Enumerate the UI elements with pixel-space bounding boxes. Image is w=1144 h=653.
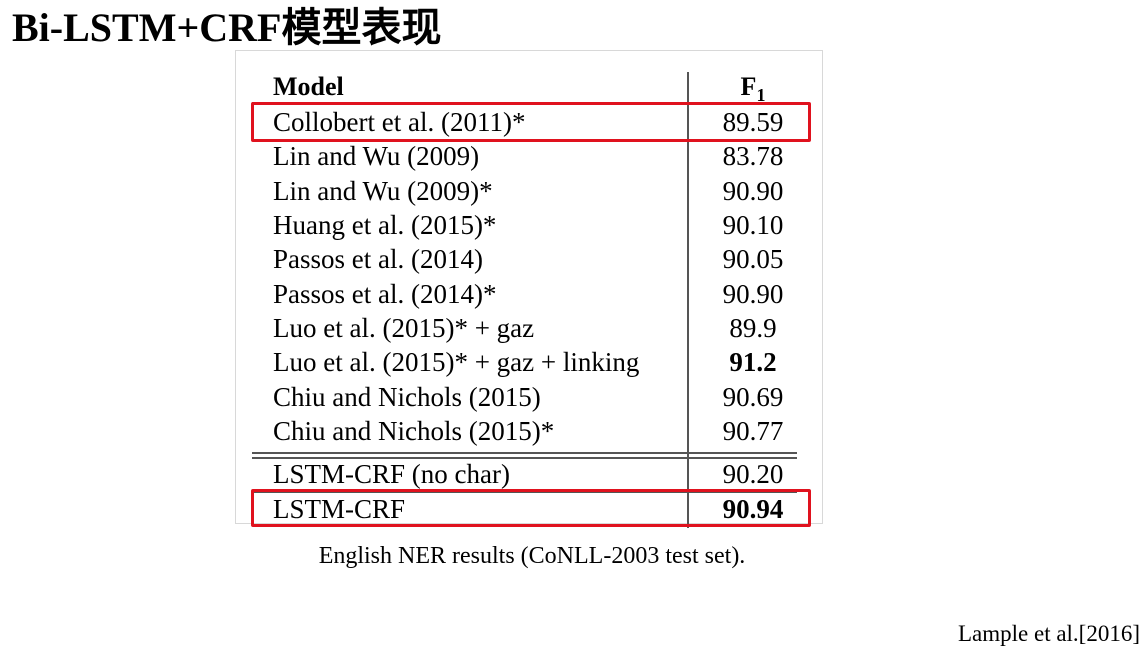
highlight-box-collobert: [251, 102, 811, 142]
row-f1: 91.2: [729, 347, 777, 377]
highlight-box-lstm-crf: [251, 489, 811, 527]
row-f1: 90.69: [722, 382, 784, 412]
row-model: Collobert et al. (2011)*: [273, 107, 526, 137]
row-f1: 90.77: [722, 416, 784, 446]
row-model: Lin and Wu (2009)*: [273, 176, 493, 206]
row-rule: [252, 492, 797, 493]
row-model: Passos et al. (2014): [273, 244, 483, 274]
row-model: Luo et al. (2015)* + gaz + linking: [273, 347, 640, 377]
table-row: Passos et al. (2014) 90.05: [273, 242, 798, 276]
table-caption: English NER results (CoNLL-2003 test set…: [318, 543, 746, 569]
row-f1: 90.20: [722, 459, 784, 489]
row-f1: 89.59: [722, 107, 784, 137]
row-model: LSTM-CRF: [273, 494, 406, 524]
row-f1: 90.10: [722, 210, 784, 240]
table-row: Luo et al. (2015)* + gaz 89.9: [273, 311, 798, 345]
header-f1-subscript: 1: [756, 85, 766, 105]
row-f1: 89.9: [729, 313, 777, 343]
row-f1: 90.90: [722, 279, 784, 309]
header-f1: F1: [703, 70, 803, 106]
table-row: Collobert et al. (2011)* 89.59: [273, 105, 798, 139]
table-row: Chiu and Nichols (2015)* 90.77: [273, 414, 798, 448]
row-f1: 90.94: [722, 494, 784, 524]
table-header-row: Model F1: [273, 70, 798, 105]
table-row: LSTM-CRF 90.94: [273, 492, 798, 526]
citation: Lample et al.[2016]: [957, 621, 1140, 646]
row-model: Lin and Wu (2009): [273, 141, 480, 171]
section-double-rule-top: [252, 452, 797, 454]
row-model: Chiu and Nichols (2015): [273, 382, 541, 412]
row-f1: 90.05: [722, 244, 784, 274]
table-row: LSTM-CRF (no char) 90.20: [273, 457, 798, 491]
row-f1: 83.78: [722, 141, 784, 171]
section-double-rule-bottom: [252, 457, 797, 459]
table-row: Huang et al. (2015)* 90.10: [273, 208, 798, 242]
row-model: Huang et al. (2015)*: [273, 210, 497, 240]
table-row: Luo et al. (2015)* + gaz + linking 91.2: [273, 345, 798, 379]
table-row: Chiu and Nichols (2015) 90.69: [273, 380, 798, 414]
row-model: Luo et al. (2015)* + gaz: [273, 313, 535, 343]
header-model: Model: [273, 72, 344, 101]
slide-title: Bi-LSTM+CRF模型表现: [12, 5, 442, 50]
table-row: Passos et al. (2014)* 90.90: [273, 277, 798, 311]
header-f1-base: F: [740, 72, 757, 101]
column-divider: [687, 72, 689, 528]
row-model: Passos et al. (2014)*: [273, 279, 497, 309]
results-table: [235, 50, 823, 524]
row-model: LSTM-CRF (no char): [273, 459, 510, 489]
row-f1: 90.90: [722, 176, 784, 206]
table-row: Lin and Wu (2009) 83.78: [273, 139, 798, 173]
row-model: Chiu and Nichols (2015)*: [273, 416, 555, 446]
table-row: Lin and Wu (2009)* 90.90: [273, 174, 798, 208]
